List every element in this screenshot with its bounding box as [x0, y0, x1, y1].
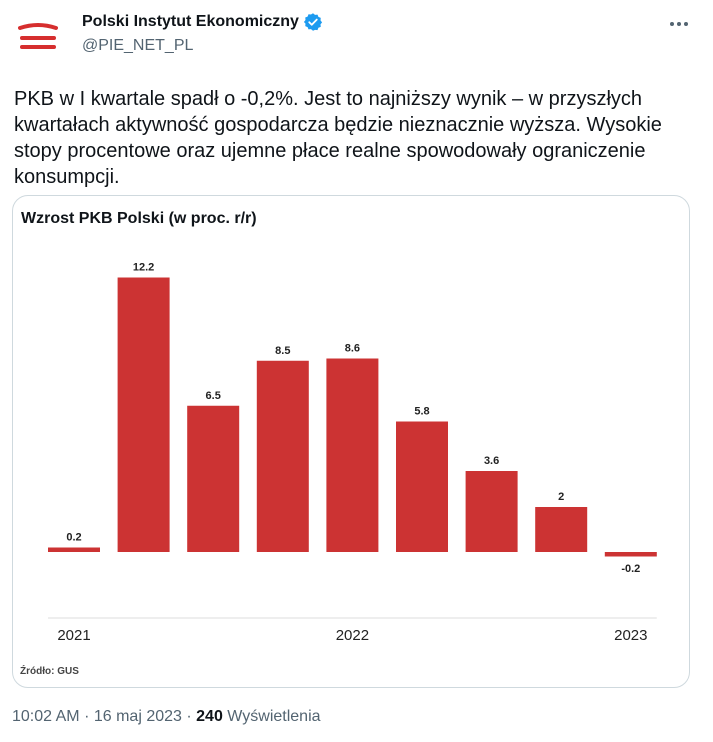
year-tick-label: 2022: [336, 627, 369, 644]
chart-title: Wzrost PKB Polski (w proc. r/r): [21, 210, 257, 227]
bar: [465, 471, 518, 552]
bar: [48, 547, 100, 552]
footer-separator: ·: [84, 708, 94, 725]
year-tick-label: 2021: [57, 627, 90, 644]
bar-chart: 0.2 12.2 6.5 8.5 8.6 5.8 3.6 2 -0.2 2021 2022 2023: [48, 262, 657, 644]
bar: [117, 277, 170, 552]
views-count: 240: [196, 708, 223, 725]
author-handle[interactable]: @PIE_NET_PL: [82, 37, 194, 54]
data-label: 8.6: [345, 343, 360, 355]
data-label: 12.2: [133, 262, 154, 274]
more-options-button[interactable]: [664, 12, 694, 36]
pie-logo-icon: [18, 23, 58, 49]
author-name[interactable]: Polski Instytut Ekonomiczny: [82, 13, 299, 30]
data-label: 5.8: [414, 406, 429, 418]
tweet-footer: 10:02 AM · 16 maj 2023 · 240 Wyświetleni…: [12, 708, 321, 726]
footer-separator: ·: [186, 708, 197, 725]
verified-badge-icon: [303, 13, 323, 31]
chart-image-card[interactable]: Wzrost PKB Polski (w proc. r/r) 0.2 12.2 6…: [12, 195, 690, 688]
more-options-icon: [670, 22, 688, 26]
bar: [187, 405, 240, 552]
bar: [396, 421, 448, 552]
bar: [535, 507, 588, 552]
data-label: -0.2: [621, 563, 640, 575]
author-name-row[interactable]: Polski Instytut Ekonomiczny: [82, 12, 323, 32]
tweet-text: PKB w I kwartale spadł o -0,2%. Jest to …: [14, 88, 662, 188]
bar: [604, 552, 657, 557]
avatar[interactable]: [14, 14, 62, 62]
data-label: 0.2: [66, 532, 81, 544]
year-tick-label: 2023: [614, 627, 647, 644]
bar: [256, 360, 309, 552]
views-label: Wyświetlenia: [227, 708, 321, 725]
tweet-time[interactable]: 10:02 AM: [12, 708, 80, 725]
data-label: 6.5: [206, 390, 221, 402]
data-label: 2: [558, 491, 564, 503]
chart-source: Źródło: GUS: [20, 666, 79, 677]
data-label: 3.6: [484, 455, 499, 467]
tweet-date[interactable]: 16 maj 2023: [93, 708, 182, 725]
data-label: 8.5: [275, 345, 290, 357]
bar: [326, 358, 379, 552]
